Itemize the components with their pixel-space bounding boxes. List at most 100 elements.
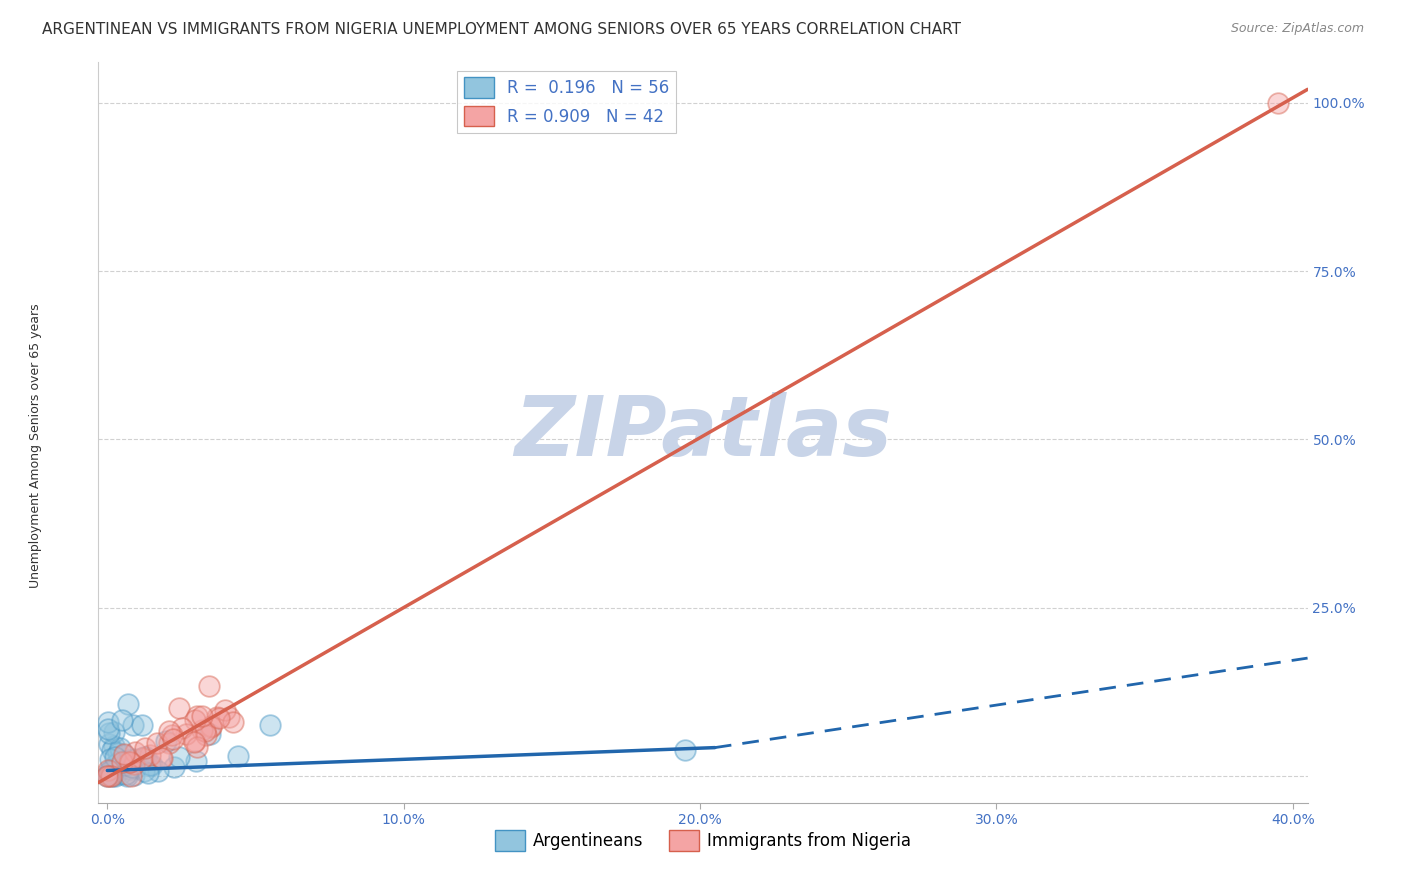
Point [120, 753, 142, 767]
Point [200, 720, 222, 734]
Point [131, 751, 153, 765]
Point [145, 736, 167, 750]
Point [124, 761, 146, 775]
Point [100, 742, 122, 756]
Point [122, 757, 145, 772]
Point [110, 714, 132, 728]
Point [157, 724, 180, 739]
Point [197, 679, 219, 693]
Point [115, 769, 138, 783]
Point [1267, 95, 1289, 110]
Point [120, 769, 142, 783]
Point [101, 768, 124, 782]
Text: ARGENTINEAN VS IMMIGRANTS FROM NIGERIA UNEMPLOYMENT AMONG SENIORS OVER 65 YEARS : ARGENTINEAN VS IMMIGRANTS FROM NIGERIA U… [42, 22, 962, 37]
Point [673, 743, 696, 757]
Point [200, 727, 222, 741]
Point [194, 728, 217, 742]
Point [121, 717, 143, 731]
Point [150, 751, 173, 765]
Point [98, 737, 121, 751]
Point [98, 752, 121, 766]
Point [174, 727, 197, 741]
Point [97, 763, 120, 777]
Point [114, 767, 136, 781]
Point [110, 759, 132, 773]
Point [118, 755, 141, 769]
Point [121, 760, 143, 774]
Point [200, 719, 222, 733]
Point [117, 698, 139, 712]
Point [149, 751, 172, 765]
Point [146, 764, 169, 778]
Point [139, 748, 162, 763]
Point [222, 715, 245, 730]
Point [155, 734, 177, 748]
Point [114, 757, 136, 772]
Point [112, 747, 135, 761]
Point [100, 766, 122, 780]
Point [163, 760, 186, 774]
Point [107, 746, 129, 760]
Point [124, 752, 146, 766]
Point [167, 700, 190, 714]
Point [131, 718, 153, 732]
Point [183, 735, 205, 749]
Point [226, 749, 249, 764]
Point [101, 762, 124, 776]
Point [205, 710, 228, 724]
Point [110, 756, 132, 770]
Point [186, 739, 208, 754]
Point [132, 749, 155, 764]
Point [191, 723, 214, 737]
Point [184, 734, 207, 748]
Point [160, 728, 183, 742]
Point [118, 762, 141, 776]
Point [115, 755, 138, 769]
Point [134, 740, 156, 755]
Point [97, 714, 120, 729]
Text: Source: ZipAtlas.com: Source: ZipAtlas.com [1230, 22, 1364, 36]
Point [96, 769, 118, 783]
Point [167, 750, 190, 764]
Point [186, 709, 208, 723]
Point [191, 709, 214, 723]
Point [259, 718, 281, 732]
Point [184, 713, 207, 727]
Point [194, 724, 217, 739]
Point [108, 741, 131, 756]
Point [107, 756, 129, 771]
Point [97, 766, 120, 780]
Point [97, 723, 120, 737]
Point [162, 732, 184, 747]
Point [96, 769, 118, 783]
Point [141, 757, 163, 772]
Point [214, 703, 236, 717]
Legend: R =  0.196   N = 56, R = 0.909   N = 42: R = 0.196 N = 56, R = 0.909 N = 42 [457, 70, 676, 133]
Point [132, 764, 155, 779]
Point [104, 756, 127, 771]
Point [107, 763, 129, 777]
Point [184, 754, 207, 768]
Point [100, 769, 122, 783]
Point [110, 766, 132, 780]
Point [112, 754, 135, 768]
Point [98, 726, 121, 740]
Point [98, 764, 121, 778]
Point [138, 757, 160, 772]
Point [104, 769, 127, 783]
Point [112, 748, 135, 763]
Point [218, 710, 240, 724]
Point [118, 756, 141, 770]
Point [136, 765, 159, 780]
Point [98, 764, 121, 779]
Text: ZIPatlas: ZIPatlas [515, 392, 891, 473]
Point [157, 736, 180, 750]
Point [103, 739, 125, 753]
Point [170, 721, 193, 735]
Point [97, 769, 120, 783]
Text: Unemployment Among Seniors over 65 years: Unemployment Among Seniors over 65 years [28, 303, 42, 589]
Point [112, 757, 135, 772]
Point [104, 750, 127, 764]
Point [122, 768, 145, 782]
Point [103, 724, 125, 739]
